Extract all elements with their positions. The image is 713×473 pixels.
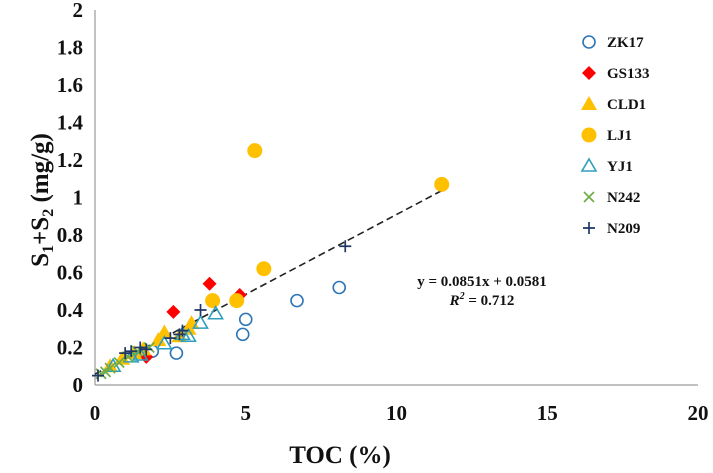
legend-item-n242: N242 [583,190,640,206]
y-tick-label: 1.2 [57,148,83,172]
legend-marker-yj1 [580,157,598,172]
x-tick-label: 0 [90,401,101,425]
legend-marker-n209 [583,222,595,234]
data-point-n209 [164,332,177,345]
legend-marker-lj1 [581,127,597,143]
series-n209 [92,240,352,382]
y-tick-label: 1.6 [57,73,83,97]
data-point-n209 [339,240,352,253]
legend-marker-zk17 [582,35,596,49]
y-tick-label: 0.4 [57,298,84,322]
data-point-n209 [140,343,153,356]
data-point-yj1 [155,335,173,350]
data-point-lj1 [256,261,272,277]
axes [94,10,698,386]
legend-label: GS133 [607,66,650,82]
legend-item-cld1: CLD1 [581,96,646,113]
y-tick-label: 0 [73,373,84,397]
data-point-gs133 [202,276,217,291]
series-cld1 [102,315,200,373]
data-point-yj1 [207,305,224,320]
y-tick-label: 0.8 [57,223,83,247]
series-yj1 [104,305,224,373]
legend-item-zk17: ZK17 [582,35,644,51]
legend-label: N242 [607,190,640,206]
series-lj1 [205,143,450,309]
legend: ZK17 GS133 CLD1 LJ1 YJ1 N242 N209 [580,35,650,237]
legend-label: LJ1 [607,128,632,144]
data-point-cld1 [150,332,167,346]
data-point-n209 [134,341,147,354]
data-point-cld1 [156,324,173,339]
data-point-lj1 [229,293,245,309]
x-tick-label: 15 [537,401,558,425]
data-point-zk17 [290,293,304,308]
y-tick-label: 1.4 [57,111,84,135]
legend-item-lj1: LJ1 [581,127,632,144]
x-axis-title: TOC (%) [289,442,391,469]
data-point-n209 [92,369,105,382]
data-point-yj1 [131,346,149,361]
data-point-n209 [194,304,207,316]
legend-item-n209: N209 [583,221,640,237]
legend-marker-gs133 [582,66,596,80]
y-title-unit: (mg/g) [27,133,54,209]
x-tick-labels: 0 5 10 15 20 [90,401,709,425]
data-point-gs133 [166,304,181,319]
legend-label: CLD1 [607,97,646,113]
y-tick-label: 0.6 [57,261,83,285]
data-point-yj1 [180,327,197,343]
data-point-zk17 [238,312,253,327]
y-tick-label: 1.8 [57,36,83,60]
legend-item-gs133: GS133 [582,66,650,82]
y-title-s1: S [27,253,54,267]
data-point-n242 [113,356,125,369]
legend-label: ZK17 [607,35,644,51]
data-point-lj1 [205,293,221,309]
legend-label: N209 [607,221,640,237]
legend-marker-n242 [583,191,595,203]
r2-r: R [449,293,460,309]
data-points [92,143,450,382]
legend-marker-cld1 [581,96,597,110]
data-point-cld1 [135,341,152,356]
x-tick-label: 5 [241,401,252,425]
x-tick-label: 20 [688,401,709,425]
data-point-n242 [104,362,116,374]
y-axis-title: S1+S2 (mg/g) [27,133,57,267]
data-point-yj1 [192,314,209,329]
data-point-zk17 [235,327,250,342]
data-point-n209 [119,347,132,360]
r-squared-label: R2 = 0.712 [449,291,515,309]
data-point-lj1 [434,176,450,192]
r2-superscript: 2 [459,291,465,302]
r2-value: = 0.712 [465,293,515,309]
y-title-sub1: 1 [40,245,57,253]
data-point-zk17 [169,346,184,360]
series-zk17 [145,280,347,360]
legend-label: YJ1 [607,159,633,175]
y-tick-labels: 0 0.2 0.4 0.6 0.8 1 1.2 1.4 1.6 1.8 2 [57,0,84,397]
y-tick-label: 1 [73,186,84,210]
y-title-plus: +S [27,217,54,245]
y-title-sub2: 2 [40,209,57,217]
data-point-zk17 [332,280,347,295]
y-tick-label: 2 [73,0,84,22]
x-tick-label: 10 [386,401,407,425]
data-point-n209 [125,345,138,358]
regression-equation: y = 0.0851x + 0.0581 [417,274,547,290]
legend-item-yj1: YJ1 [580,157,633,175]
regression-annotation: y = 0.0851x + 0.0581 R2 = 0.712 [417,274,547,309]
data-point-n209 [176,324,189,337]
y-tick-label: 0.2 [57,336,83,360]
data-point-lj1 [247,143,263,159]
